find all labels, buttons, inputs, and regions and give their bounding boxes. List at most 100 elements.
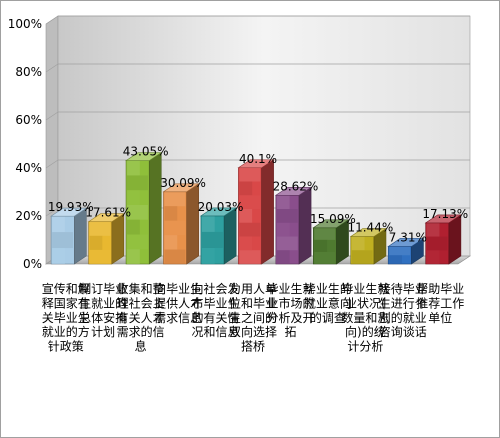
bar-band [201, 215, 215, 232]
bar-band [127, 175, 148, 191]
bar [125, 152, 163, 265]
bar-top [162, 183, 200, 193]
bar-band [52, 232, 74, 249]
bar-side [261, 159, 274, 265]
bar-band [426, 250, 440, 264]
bar-band [127, 160, 140, 176]
gridline-side [45, 111, 59, 121]
bar-top [87, 213, 125, 223]
bar-top [274, 187, 313, 196]
bar-band [351, 250, 373, 264]
bar-band [89, 235, 103, 250]
category-label: 为用人单位和毕业生之间的双向选择搭桥 [229, 282, 277, 354]
bar-band [201, 247, 215, 264]
bar-band [239, 195, 261, 210]
bar-side [148, 152, 162, 265]
y-tick-label: 20% [15, 209, 42, 223]
data-label: 11.44% [347, 221, 393, 235]
bar [50, 207, 88, 265]
bar-band [89, 221, 111, 236]
bar-band [389, 255, 402, 264]
y-tick-label: 60% [15, 113, 42, 127]
category-label: 毕业生就业状况(数量和志向)的统计分析 [341, 282, 389, 354]
data-label: 15.09% [310, 212, 356, 226]
bar-band [89, 249, 111, 264]
bar [162, 183, 200, 265]
bar-band [239, 181, 253, 196]
gridline-side [45, 63, 59, 73]
bar-top [424, 214, 462, 224]
bar-top [125, 152, 163, 161]
bar [312, 219, 350, 265]
bar [349, 227, 387, 265]
bar-side [111, 213, 125, 265]
gridline-side [45, 207, 59, 217]
bar-top [237, 159, 275, 169]
bar-band [239, 209, 253, 223]
data-label: 7.31% [389, 230, 427, 244]
bar-band [127, 234, 148, 250]
bar-band [314, 251, 336, 264]
bar-top [199, 207, 238, 217]
data-label: 20.03% [198, 200, 244, 214]
bar-side [223, 207, 237, 265]
bar-band [276, 222, 290, 237]
bar-band [127, 219, 140, 235]
bar-top [349, 228, 387, 237]
bar-band [201, 231, 223, 248]
bar [424, 214, 462, 265]
bar-band [276, 195, 290, 210]
bar-top [312, 219, 350, 229]
bar-band [314, 239, 328, 252]
gridline-side [45, 159, 59, 169]
category-label: 帮助毕业推荐工作单位 [416, 282, 464, 325]
bar-band [52, 248, 65, 264]
data-label: 40.1% [239, 152, 277, 166]
category-label: 宣传和解释国家有关毕业生就业的方针政策 [42, 281, 90, 354]
y-tick-label: 80% [15, 65, 42, 79]
bar-band [164, 220, 186, 236]
data-label: 30.09% [160, 176, 206, 190]
bar-band [239, 250, 261, 264]
bar [387, 237, 425, 265]
data-label: 28.62% [273, 179, 319, 193]
y-tick-label: 0% [23, 257, 42, 271]
bar-band [52, 216, 65, 233]
data-label: 17.61% [85, 206, 131, 220]
data-label: 17.13% [422, 207, 468, 221]
bar-band [164, 191, 186, 207]
bar-band [389, 246, 411, 256]
category-label: 向社会发布毕业生的有关情况和信息 [192, 281, 240, 339]
bar-band [276, 250, 290, 264]
bar-band [164, 235, 178, 250]
category-label: 毕业生的就业意向的调查 [304, 281, 352, 325]
category-label: 接待毕业生进行个别的就业咨询谈话 [379, 281, 427, 339]
category-label: 制订毕业生就业的总体安排计划 [79, 282, 127, 339]
bar [274, 186, 313, 265]
bar-band [276, 209, 298, 223]
category-label: 向毕业生提供人才需求信息 [154, 281, 202, 325]
bar-band [164, 206, 178, 221]
bar-band [426, 236, 448, 251]
bar [237, 159, 275, 265]
y-tick-label: 40% [15, 161, 42, 175]
bar-band [164, 249, 186, 264]
bar-band [239, 222, 261, 237]
gridline-side [45, 15, 59, 25]
bar-band [426, 222, 440, 237]
category-label: 毕业生就业市场的分析及开拓 [266, 282, 314, 339]
category-label: 收集和整理社会上有关人才需求的信息 [117, 281, 165, 354]
bar-side [448, 214, 462, 265]
bar-band [127, 204, 148, 220]
bar-top [387, 238, 425, 247]
bar-band [127, 190, 140, 205]
bar-band [276, 236, 298, 251]
bar-band [351, 236, 365, 251]
bar [87, 213, 125, 265]
bar-band [239, 236, 253, 251]
bar-band [239, 167, 261, 182]
bar-band [127, 249, 140, 264]
bar-band [314, 227, 336, 240]
